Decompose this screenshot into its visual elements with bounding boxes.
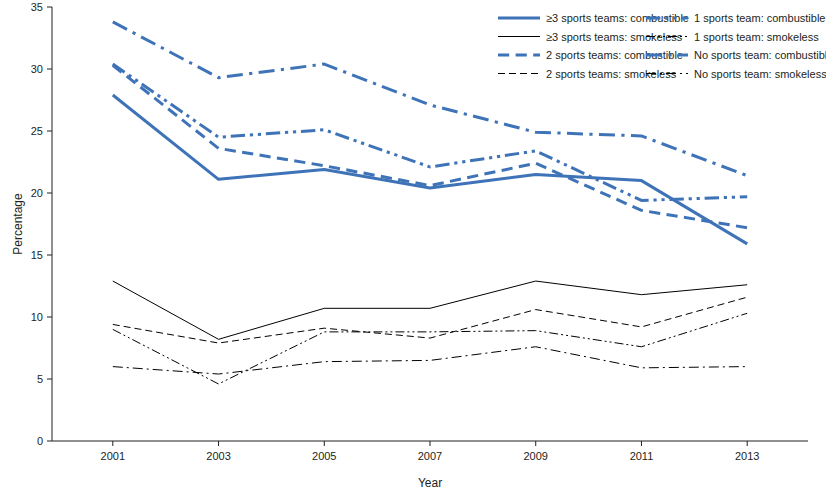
x-tick-label: 2011	[630, 450, 654, 462]
legend: ≥3 sports teams: combustible 1 sports tea…	[498, 12, 826, 80]
y-tick-label: 20	[31, 187, 43, 199]
y-tick	[47, 255, 52, 256]
y-tick-label: 5	[37, 373, 43, 385]
y-tick	[47, 441, 52, 442]
series-line	[113, 297, 747, 343]
x-tick-label: 2001	[101, 450, 125, 462]
legend-label: ≥3 sports teams: combustible	[546, 12, 689, 24]
series-line	[113, 313, 747, 384]
x-tick-label: 2003	[206, 450, 230, 462]
x-tick-label: 2009	[523, 450, 547, 462]
legend-label: 2 sports teams: smokeless	[546, 68, 677, 80]
legend-swatch	[646, 36, 688, 37]
x-tick-label: 2013	[735, 450, 759, 462]
y-tick-label: 10	[31, 311, 43, 323]
legend-swatch	[646, 73, 688, 74]
y-tick	[47, 193, 52, 194]
plot-lines	[113, 22, 747, 384]
legend-swatch	[646, 17, 688, 20]
x-tick	[747, 441, 748, 446]
legend-swatch	[498, 17, 540, 20]
x-tick	[112, 441, 113, 446]
chart: 0 5 10 15 20 25 30 35 2001 2003 2005 2007 2009 2011 20…	[0, 0, 826, 497]
series-line	[113, 281, 747, 339]
y-tick-label: 0	[37, 435, 43, 447]
y-tick-label: 35	[31, 1, 43, 13]
series-line	[113, 95, 747, 244]
legend-swatch	[498, 73, 540, 74]
x-tick-label: 2005	[312, 450, 336, 462]
y-tick	[47, 69, 52, 70]
x-tick	[535, 441, 536, 446]
series-line	[113, 22, 747, 176]
legend-swatch	[646, 54, 688, 57]
y-tick-label: 15	[31, 249, 43, 261]
y-axis-label: Percentage	[11, 193, 25, 255]
y-tick	[47, 7, 52, 8]
y-tick	[47, 131, 52, 132]
x-tick	[430, 441, 431, 446]
series-line	[113, 65, 747, 227]
series-line	[113, 347, 747, 374]
legend-label: No sports team: combustible	[694, 49, 826, 61]
y-tick-label: 25	[31, 125, 43, 137]
y-tick	[47, 317, 52, 318]
legend-swatch	[498, 36, 540, 37]
x-tick	[324, 441, 325, 446]
x-tick	[641, 441, 642, 446]
legend-swatch	[498, 54, 540, 57]
legend-label: No sports team: smokeless	[694, 68, 826, 80]
legend-label: 1 sports team: combustible	[694, 12, 825, 24]
x-tick	[218, 441, 219, 446]
x-tick-label: 2007	[418, 450, 442, 462]
legend-label: 1 sports team: smokeless	[694, 31, 819, 43]
x-axis-label: Year	[418, 476, 442, 490]
y-tick	[47, 379, 52, 380]
legend-label: 2 sports teams: combustible	[546, 49, 683, 61]
legend-label: ≥3 sports teams: smokeless	[546, 31, 683, 43]
series-line	[113, 64, 747, 200]
y-axis	[52, 7, 53, 441]
y-tick-label: 30	[31, 63, 43, 75]
